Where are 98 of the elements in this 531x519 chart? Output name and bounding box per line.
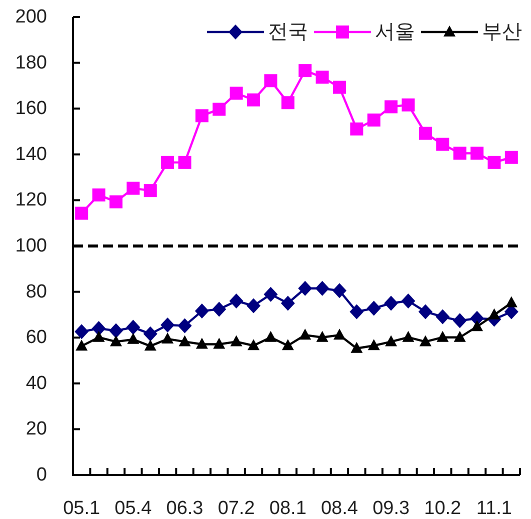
point bbox=[454, 330, 466, 342]
point bbox=[126, 320, 140, 335]
point bbox=[144, 184, 157, 198]
x-tick-label: 05.1 bbox=[63, 498, 100, 519]
point bbox=[350, 122, 364, 136]
x-tick-label: 11.1 bbox=[476, 498, 512, 519]
point bbox=[385, 335, 398, 346]
point bbox=[402, 98, 415, 112]
y-tick-label: 140 bbox=[15, 144, 47, 165]
point bbox=[436, 309, 450, 324]
point bbox=[488, 156, 501, 169]
point bbox=[264, 330, 277, 342]
point bbox=[298, 280, 312, 296]
point bbox=[248, 339, 260, 350]
point bbox=[264, 74, 278, 88]
point bbox=[315, 280, 330, 296]
point bbox=[366, 300, 381, 316]
point bbox=[212, 102, 226, 116]
point bbox=[196, 338, 208, 349]
point bbox=[471, 320, 484, 332]
point bbox=[332, 283, 346, 298]
legend-label: 서울 bbox=[375, 21, 415, 43]
point bbox=[402, 330, 414, 342]
point bbox=[332, 80, 346, 94]
point bbox=[162, 332, 174, 344]
point bbox=[418, 126, 432, 140]
point bbox=[350, 342, 363, 353]
point bbox=[316, 330, 328, 342]
point bbox=[75, 206, 88, 220]
point bbox=[92, 188, 106, 202]
legend-label: 전국 bbox=[268, 21, 308, 43]
y-tick-label: 40 bbox=[26, 372, 47, 394]
point bbox=[109, 195, 122, 208]
point bbox=[298, 64, 312, 78]
point bbox=[368, 339, 380, 350]
point bbox=[76, 340, 88, 351]
point bbox=[401, 293, 416, 308]
x-tick-label: 05.4 bbox=[114, 498, 152, 519]
point bbox=[384, 100, 398, 114]
point bbox=[436, 330, 449, 342]
legend-label: 부산 bbox=[482, 21, 522, 43]
point bbox=[213, 338, 226, 349]
point bbox=[229, 293, 244, 308]
point bbox=[419, 335, 432, 346]
point bbox=[212, 302, 226, 317]
point bbox=[282, 339, 294, 350]
x-tick-label: 09.3 bbox=[372, 498, 410, 519]
point bbox=[299, 328, 312, 340]
point bbox=[488, 308, 500, 320]
point bbox=[178, 335, 191, 346]
point bbox=[350, 304, 364, 320]
x-tick-label: 07.2 bbox=[218, 498, 255, 519]
y-tick-label: 20 bbox=[26, 418, 47, 440]
x-tick-label: 08.1 bbox=[269, 498, 306, 519]
point bbox=[92, 320, 106, 336]
y-tick-label: 60 bbox=[26, 327, 47, 348]
y-tick-label: 120 bbox=[15, 190, 47, 211]
point bbox=[230, 335, 242, 346]
point bbox=[161, 156, 174, 169]
point bbox=[230, 86, 243, 100]
point bbox=[316, 70, 329, 84]
y-tick-label: 100 bbox=[15, 236, 47, 256]
point bbox=[504, 150, 518, 164]
point bbox=[110, 335, 122, 346]
point bbox=[195, 109, 208, 122]
y-tick-label: 160 bbox=[15, 98, 47, 120]
point bbox=[418, 304, 432, 320]
y-tick-label: 0 bbox=[36, 464, 47, 486]
point bbox=[92, 330, 105, 342]
point bbox=[74, 324, 89, 340]
point bbox=[281, 96, 294, 110]
x-tick-label: 06.3 bbox=[166, 498, 204, 519]
x-tick-label: 10.2 bbox=[424, 498, 462, 519]
point bbox=[384, 296, 398, 311]
point bbox=[367, 114, 380, 127]
point bbox=[453, 146, 466, 160]
point bbox=[280, 296, 295, 311]
x-tick-label: 08.4 bbox=[320, 498, 358, 519]
point bbox=[470, 146, 484, 160]
point bbox=[126, 182, 140, 195]
point bbox=[247, 93, 260, 106]
point bbox=[264, 286, 278, 302]
point bbox=[143, 326, 158, 342]
point bbox=[246, 298, 261, 314]
point bbox=[178, 156, 192, 169]
y-tick-label: 200 bbox=[15, 6, 47, 28]
point bbox=[194, 304, 209, 319]
point bbox=[436, 138, 450, 151]
point bbox=[160, 318, 175, 333]
point bbox=[178, 318, 192, 334]
point bbox=[108, 323, 123, 338]
point bbox=[452, 313, 467, 328]
y-tick-label: 180 bbox=[15, 52, 47, 74]
point bbox=[127, 332, 140, 344]
y-tick-label: 80 bbox=[26, 281, 47, 302]
point bbox=[333, 328, 346, 340]
point bbox=[144, 340, 156, 351]
point bbox=[505, 296, 518, 308]
